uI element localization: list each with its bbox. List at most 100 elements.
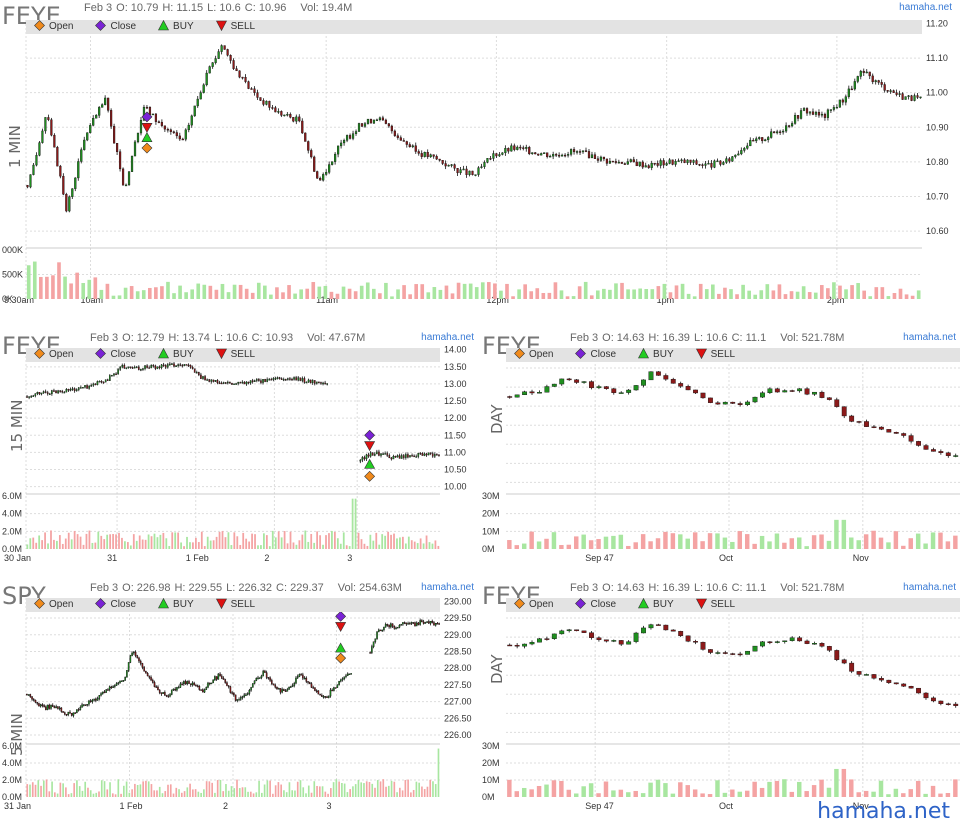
candle	[178, 135, 181, 140]
legend-item-buy[interactable]: BUY	[158, 597, 194, 612]
candle	[361, 457, 364, 461]
candle	[164, 365, 167, 368]
candle	[635, 161, 638, 167]
candle	[388, 455, 391, 459]
volume-bar	[945, 541, 951, 549]
volume-bar	[371, 288, 376, 299]
candle	[211, 62, 214, 67]
legend-item-open[interactable]: Open	[34, 598, 73, 612]
candle	[841, 99, 844, 103]
legend-item-open[interactable]: Open	[514, 598, 553, 612]
candle	[849, 415, 855, 422]
candle	[414, 145, 417, 152]
candle	[374, 638, 377, 642]
candle	[244, 77, 247, 82]
volume-bar	[87, 787, 89, 797]
legend-item-sell[interactable]: SELL	[215, 348, 255, 362]
volume-bar	[341, 782, 343, 797]
source-link[interactable]: hamaha.net	[903, 582, 956, 593]
legend-item-buy[interactable]: BUY	[158, 19, 194, 34]
legend-item-buy[interactable]: BUY	[638, 597, 674, 612]
candle	[808, 111, 812, 114]
candle	[426, 621, 428, 623]
candle	[193, 368, 196, 373]
candle	[122, 679, 125, 682]
timeframe-label: 5 MIN	[8, 713, 26, 756]
volume-bar	[56, 540, 58, 549]
volume-bar	[434, 540, 437, 549]
volume-bar	[135, 540, 138, 549]
legend-item-open[interactable]: Open	[514, 348, 553, 362]
chart-panel-p1: 11.20 11.10 11.00 10.90 10.80 10.70 10.60 9:30a…	[0, 0, 960, 305]
volume-bar	[945, 793, 951, 797]
legend-label: Open	[529, 349, 554, 360]
volume-bar	[354, 498, 357, 549]
legend-item-sell[interactable]: SELL	[695, 348, 735, 362]
legend-item-open[interactable]: Open	[34, 20, 73, 34]
volume-bar	[915, 780, 921, 797]
candle	[86, 132, 89, 141]
volume-bar	[782, 779, 787, 797]
legend-item-sell[interactable]: SELL	[215, 20, 255, 34]
chart-canvas[interactable]: 17.0016.0015.0014.0013.0012.0011.0010.00…	[480, 580, 960, 820]
volume-bar	[574, 793, 579, 797]
volume-bar	[826, 540, 832, 549]
candle	[175, 365, 177, 368]
chart-canvas[interactable]: 14.0013.5013.0012.5012.0011.5011.0010.50…	[0, 330, 478, 570]
candle	[67, 711, 70, 715]
candle	[678, 383, 684, 387]
volume-bar	[363, 543, 366, 549]
volume-bar	[514, 791, 520, 797]
candle	[338, 681, 340, 685]
candle	[844, 96, 847, 103]
legend-item-close[interactable]: Close	[95, 598, 136, 612]
chart-panel-p4: 230.00 229.50 229.00 228.50 228.00 227.50 227.…	[0, 580, 478, 820]
legend-item-buy[interactable]: BUY	[158, 347, 194, 362]
volume-bar	[408, 294, 412, 299]
volume-bar	[178, 285, 182, 299]
candle	[307, 681, 309, 683]
legend-label: Open	[529, 599, 554, 610]
legend-item-close[interactable]: Close	[575, 598, 616, 612]
candle	[886, 90, 889, 92]
volume-bar	[39, 276, 43, 299]
candle	[154, 113, 158, 122]
legend-item-close[interactable]: Close	[95, 348, 136, 362]
chart-panel-p3: 17.0016.0015.0014.0013.0012.0011.0010.00…	[480, 330, 960, 570]
candle	[782, 390, 788, 393]
legend-item-close[interactable]: Close	[575, 348, 616, 362]
volume-bar	[407, 779, 409, 797]
volume-bar	[744, 534, 750, 549]
volume-bar	[203, 789, 205, 797]
candle	[311, 380, 314, 384]
chart-canvas[interactable]: 17.0016.0015.0014.0013.0012.0011.0010.00…	[480, 330, 960, 570]
source-link[interactable]: hamaha.net	[903, 332, 956, 343]
volume-bar	[744, 790, 750, 797]
source-link[interactable]: hamaha.net	[421, 582, 474, 593]
volume-bar	[103, 781, 106, 797]
candle	[260, 380, 262, 383]
legend-item-open[interactable]: Open	[34, 348, 73, 362]
volume-bar	[871, 530, 876, 549]
volume-bar	[88, 530, 91, 549]
candle	[231, 692, 233, 694]
volume-bar	[81, 790, 84, 797]
chart-canvas[interactable]: 230.00229.50229.00228.50228.00227.50227.…	[0, 580, 478, 820]
candle	[40, 392, 43, 395]
volume-bar	[244, 288, 249, 299]
candle	[603, 639, 609, 642]
legend-item-buy[interactable]: BUY	[638, 347, 674, 362]
volume-bar	[685, 785, 690, 797]
legend-item-sell[interactable]: SELL	[695, 598, 735, 612]
candle	[164, 692, 166, 696]
legend-item-close[interactable]: Close	[95, 20, 136, 34]
candle	[304, 132, 307, 142]
chart-canvas[interactable]: 11.2011.1011.0010.9010.8010.7010.609:30a…	[0, 0, 960, 305]
candle	[220, 45, 223, 52]
candle	[303, 378, 306, 383]
volume-bar	[313, 542, 316, 549]
source-link[interactable]: hamaha.net	[899, 2, 952, 13]
source-link[interactable]: hamaha.net	[421, 332, 474, 343]
legend-item-sell[interactable]: SELL	[215, 598, 255, 612]
candle	[199, 92, 202, 100]
